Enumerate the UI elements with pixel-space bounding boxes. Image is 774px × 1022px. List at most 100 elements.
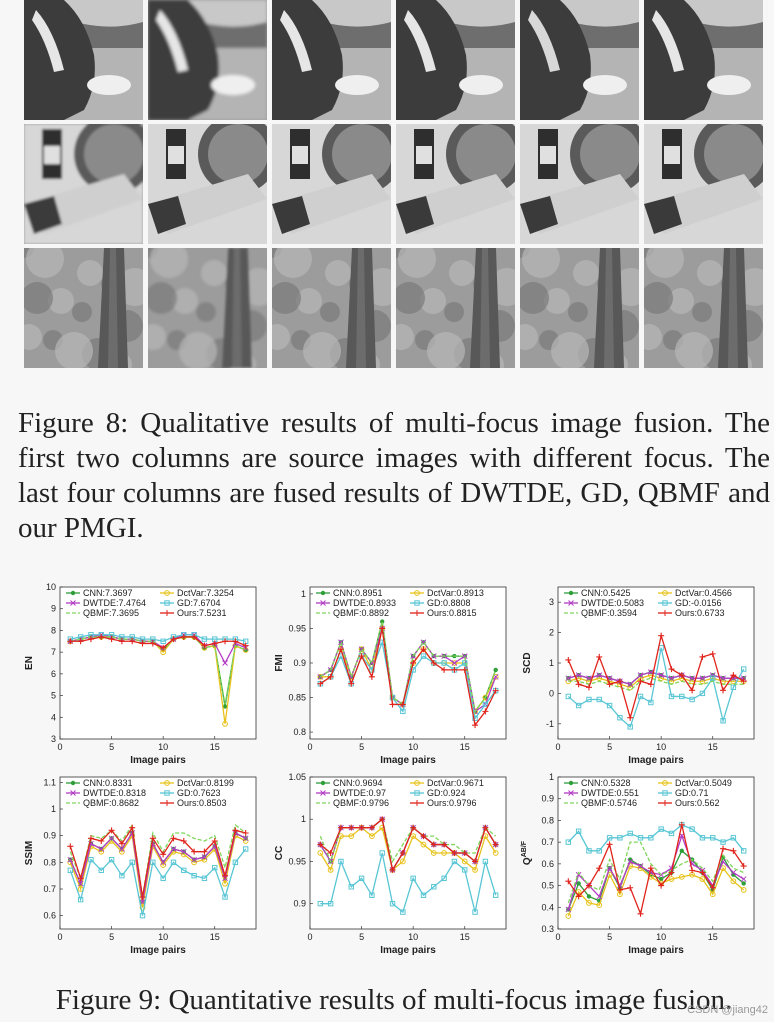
point-ours <box>730 847 737 854</box>
point-dwtde <box>596 893 603 900</box>
point-ours <box>627 884 634 891</box>
point-gd <box>575 702 582 709</box>
point-gd <box>586 848 592 854</box>
point-dctvar <box>451 660 458 666</box>
x-axis-label: Image pairs <box>380 945 436 956</box>
point-gd <box>150 859 156 866</box>
point-ours <box>87 636 94 643</box>
point-ours <box>108 636 115 643</box>
point-dctvar <box>678 873 685 880</box>
y-tick-label: 0.6 <box>541 859 554 869</box>
y-tick-label: 1 <box>301 589 306 599</box>
point-gd <box>160 638 166 644</box>
point-dctvar <box>430 850 437 856</box>
point-gd <box>119 872 125 879</box>
y-tick-label: 4 <box>51 712 56 722</box>
point-dctvar <box>709 891 716 898</box>
point-cnn <box>576 881 581 886</box>
point-gd <box>389 900 396 907</box>
point-dctvar <box>348 833 355 840</box>
point-ours <box>358 824 365 831</box>
point-ours <box>242 642 249 649</box>
point-gd <box>181 867 187 874</box>
point-dctvar <box>699 876 706 882</box>
point-ours <box>67 638 74 645</box>
point-ours <box>430 841 437 848</box>
legend-entry: CNN:0.8951 <box>333 588 383 598</box>
point-gd <box>462 867 468 873</box>
point-ours <box>410 660 417 666</box>
point-cnn <box>222 704 228 709</box>
legend-entry: DWTDE:0.8318 <box>83 788 146 798</box>
x-tick-label: 5 <box>109 742 114 752</box>
point-dwtde <box>170 846 177 852</box>
point-dwtde <box>565 675 572 682</box>
point-ours <box>98 633 105 640</box>
point-ours <box>180 838 187 844</box>
point-dwtde <box>658 672 665 679</box>
y-axis-label: CC <box>274 846 285 860</box>
legend-marker <box>164 780 170 786</box>
point-gd <box>740 666 747 672</box>
point-ours <box>399 850 406 856</box>
point-ours <box>201 848 208 855</box>
point-ours <box>348 824 355 831</box>
x-tick-label: 10 <box>158 742 168 752</box>
point-ours <box>668 666 675 673</box>
series-line-dwtde <box>69 831 246 903</box>
legend-marker <box>70 590 76 596</box>
horse-fused-qbmf <box>520 0 639 120</box>
point-ours <box>211 838 218 844</box>
legend-entry: DctVar:0.8199 <box>177 778 234 788</box>
point-dwtde <box>451 660 458 666</box>
point-dwtde <box>98 846 105 852</box>
point-ours <box>565 656 572 663</box>
chart-scd: -1 0 1 2 3 0 5 10 15 Image pairs SCD CNN:0.5425 DctV… <box>520 583 760 773</box>
point-gd <box>67 867 74 874</box>
point-gd <box>212 864 218 871</box>
point-ours <box>337 646 344 653</box>
point-gd <box>441 660 447 666</box>
point-ours <box>77 638 84 645</box>
legend-entry: DWTDE:0.5083 <box>581 598 644 608</box>
point-gd <box>108 856 115 863</box>
chart-q-ab-f: 0.3 0.4 0.5 0.6 0.7 0.8 0.9 1 0 5 10 15 Image pairs Q… <box>520 772 760 963</box>
point-dwtde <box>180 848 187 855</box>
y-tick-label: 1 <box>51 804 56 814</box>
legend-entry: DctVar:0.5049 <box>675 778 732 788</box>
point-gd <box>627 724 633 730</box>
point-dctvar <box>139 904 146 911</box>
point-ours <box>129 824 136 831</box>
point-ours <box>627 714 634 721</box>
point-dwtde <box>689 675 695 682</box>
point-ours <box>232 638 239 645</box>
legend-entry: DWTDE:7.4764 <box>83 598 146 608</box>
chart-ssim: 0.6 0.7 0.8 0.9 1 1.1 0 5 10 15 Image pairs SSIM CNN… <box>22 773 262 963</box>
bottle-fused-gd <box>396 124 515 244</box>
point-ours <box>441 666 448 673</box>
point-cnn <box>380 619 385 624</box>
legend-entry: CNN:0.5425 <box>581 588 631 598</box>
series-line-ours <box>567 824 745 916</box>
point-gd <box>482 701 489 708</box>
bottle-source-1 <box>24 124 143 244</box>
legend-entry: CNN:7.3697 <box>83 588 133 598</box>
point-ours <box>348 680 355 687</box>
point-gd <box>482 858 489 865</box>
point-gd <box>596 696 602 703</box>
point-dwtde <box>637 672 644 679</box>
point-gd <box>451 858 458 865</box>
point-ours <box>327 850 334 856</box>
bottle-fused-pmgi <box>644 124 763 244</box>
point-ours <box>720 687 727 694</box>
y-tick-label: 0.4 <box>541 902 554 912</box>
point-ours <box>420 833 427 840</box>
legend-marker <box>414 790 420 796</box>
point-gd <box>689 826 695 832</box>
horse-source-1 <box>24 0 143 120</box>
legend-marker <box>70 600 76 606</box>
point-dctvar <box>368 833 375 840</box>
point-ours <box>201 642 208 649</box>
point-gd <box>699 690 706 697</box>
